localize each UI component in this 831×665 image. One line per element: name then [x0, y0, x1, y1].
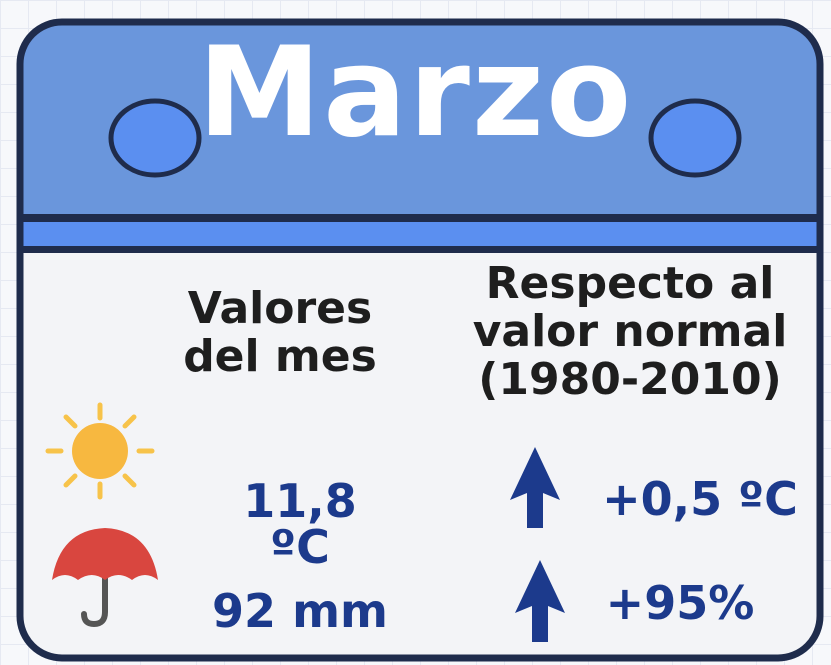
header-line: (1980-2010) [478, 354, 782, 405]
ring-hole [108, 98, 202, 178]
header-line: del mes [183, 331, 377, 382]
header-line: Respecto al [485, 258, 775, 309]
header-line: Valores [187, 283, 373, 334]
card-border [16, 18, 824, 662]
column-header: Valores del mes [150, 285, 410, 381]
umbrella-icon [52, 528, 158, 628]
title: Marzo [197, 21, 634, 165]
value-line: ºC [270, 520, 330, 574]
sun-icon [45, 402, 155, 500]
precipitation-diff: +95% [605, 576, 755, 630]
temperature-diff: +0,5 ºC [602, 472, 798, 526]
precipitation-value: 92 mm [160, 588, 440, 634]
up-arrow [510, 447, 560, 528]
up-arrow [515, 560, 565, 642]
value-line: 92 mm [212, 584, 388, 638]
stripe [20, 222, 820, 246]
temperature-value: 11,8 ºC [180, 478, 420, 570]
column-header: Respecto al valor normal (1980-2010) [440, 260, 820, 404]
ring-hole [648, 98, 742, 178]
value-line: 11,8 [243, 474, 357, 528]
header-line: valor normal [472, 306, 788, 357]
